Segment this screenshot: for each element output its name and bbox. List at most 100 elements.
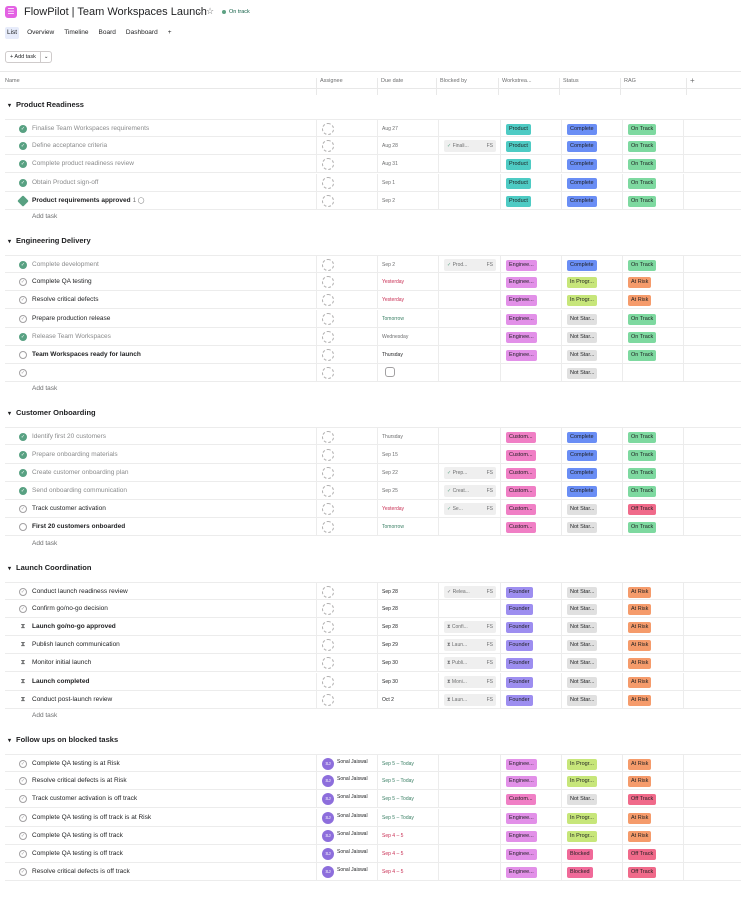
column-header-status[interactable]: Status	[563, 78, 579, 84]
table-row[interactable]: ✓ Complete development Sep 2 ✓ Prod... FS Eng…	[5, 255, 741, 274]
status-tag[interactable]: In Progr...	[567, 812, 597, 824]
assignee-name[interactable]: Sonal Jaiswal	[337, 867, 368, 874]
table-row[interactable]: ⧗ Launch completed Sep 30 ⧗ Moni... FS Founde…	[5, 672, 741, 691]
blocked-by-chip[interactable]: ✓ Relea... FS	[444, 585, 496, 598]
table-row[interactable]: ✓ Confirm go/no-go decision Sep 28 Founder N…	[5, 599, 741, 618]
status-tag[interactable]: Not Star...	[567, 658, 598, 670]
task-name[interactable]: Resolve critical defects is off track	[32, 868, 130, 876]
due-date[interactable]: Sep 5 – Today	[382, 778, 414, 785]
completed-check-icon[interactable]: ✓	[19, 468, 27, 477]
due-date[interactable]: Sep 28	[382, 588, 398, 595]
table-row[interactable]: First 20 customers onboarded Tomorrow Cust…	[5, 518, 741, 537]
rag-tag[interactable]: At Risk	[628, 812, 652, 824]
table-row[interactable]: ✓ Define acceptance criteria Aug 28 ✓ Final…	[5, 137, 741, 156]
task-name[interactable]: Product requirements approved	[32, 196, 131, 204]
blocked-by-chip[interactable]: ✓ Se... FS	[444, 503, 496, 516]
due-date[interactable]: Sep 2	[382, 262, 396, 268]
check-circle-icon[interactable]: ✓	[19, 868, 27, 877]
workstream-tag[interactable]: Product	[506, 124, 531, 135]
completed-check-icon[interactable]: ✓	[19, 332, 27, 341]
avatar-placeholder-icon[interactable]	[322, 330, 334, 343]
avatar-placeholder-icon[interactable]	[322, 503, 334, 516]
avatar[interactable]: SJ	[322, 775, 334, 788]
blocked-by-chip[interactable]: ✓ Creat... FS	[444, 485, 496, 497]
tab-timeline[interactable]: Timeline	[64, 29, 89, 36]
avatar-placeholder-icon[interactable]	[322, 521, 334, 534]
assignee-name[interactable]: Sonal Jaiswal	[337, 849, 368, 855]
hourglass-icon[interactable]: ⧗	[20, 659, 26, 667]
table-row[interactable]: ✓ Track customer activation is off track S…	[5, 790, 741, 809]
status-tag[interactable]: Not Star...	[567, 586, 598, 598]
table-row[interactable]: ✓ Identify first 20 customers Thursday Cust…	[5, 427, 741, 447]
due-date[interactable]: Sep 15	[382, 451, 398, 458]
due-date[interactable]: Yesterday	[382, 297, 405, 304]
avatar[interactable]: SJ	[322, 866, 334, 879]
blocked-by-chip[interactable]: ⧗ Confi... FS	[444, 621, 496, 633]
workstream-tag[interactable]: Custom...	[506, 449, 536, 461]
rag-tag[interactable]: At Risk	[628, 676, 652, 688]
status-tag[interactable]: Not Star...	[567, 622, 598, 633]
workstream-tag[interactable]: Founder	[506, 658, 533, 670]
table-row[interactable]: ✓ Complete product readiness review Aug 31…	[5, 155, 741, 174]
section-header[interactable]: ▾ Launch Coordination	[8, 563, 91, 572]
due-date[interactable]: Oct 2	[382, 696, 394, 703]
project-title[interactable]: FlowPilot | Team Workspaces Launch	[24, 6, 207, 18]
status-tag[interactable]: Complete	[567, 159, 597, 171]
due-date[interactable]: Sep 28	[382, 605, 398, 612]
task-name[interactable]: Send onboarding communication	[32, 487, 128, 494]
column-divider[interactable]	[686, 78, 687, 95]
workstream-tag[interactable]: Custom...	[506, 486, 536, 497]
completed-check-icon[interactable]: ✓	[19, 178, 27, 187]
add-task-row[interactable]: Add task	[32, 539, 58, 547]
caret-down-icon[interactable]: ▾	[8, 239, 12, 245]
column-header-assignee[interactable]: Assignee	[320, 78, 343, 84]
check-circle-icon[interactable]: ✓	[19, 760, 27, 768]
column-divider[interactable]	[559, 78, 560, 95]
blocked-by-chip[interactable]: ✓ Prep... FS	[444, 466, 496, 479]
due-date[interactable]: Sep 28	[382, 624, 398, 630]
chevron-down-icon[interactable]: ⌄	[196, 7, 203, 16]
task-name[interactable]: Complete QA testing is off track	[32, 850, 123, 857]
comment-count[interactable]: 1 ◯	[132, 197, 145, 204]
check-circle-icon[interactable]: ✓	[19, 813, 27, 822]
rag-tag[interactable]: On Track	[628, 350, 657, 361]
avatar-placeholder-icon[interactable]	[322, 621, 334, 633]
avatar-placeholder-icon[interactable]	[322, 693, 334, 706]
task-name[interactable]: Identify first 20 customers	[32, 433, 107, 441]
completed-check-icon[interactable]: ✓	[19, 160, 27, 169]
due-date[interactable]: Tomorrow	[382, 524, 404, 531]
avatar-placeholder-icon[interactable]	[322, 176, 334, 189]
status-tag[interactable]: Not Star...	[567, 794, 598, 806]
rag-tag[interactable]: On Track	[628, 331, 657, 343]
status-tag[interactable]: Not Star...	[567, 640, 598, 652]
check-circle-icon[interactable]: ✓	[19, 505, 27, 514]
workstream-tag[interactable]: Enginee...	[506, 260, 537, 271]
completed-check-icon[interactable]: ✓	[19, 125, 27, 133]
task-name[interactable]: Team Workspaces ready for launch	[32, 351, 141, 358]
workstream-tag[interactable]: Product	[506, 177, 531, 189]
avatar-placeholder-icon[interactable]	[322, 466, 334, 479]
add-task-row[interactable]: Add task	[32, 213, 58, 220]
tab-board[interactable]: Board	[98, 29, 116, 36]
status-tag[interactable]: Complete	[567, 467, 597, 479]
check-circle-icon[interactable]: ✓	[19, 795, 27, 804]
task-name[interactable]: Release Team Workspaces	[32, 332, 111, 340]
add-tab-button[interactable]: +	[167, 29, 172, 36]
avatar-placeholder-icon[interactable]	[322, 349, 334, 361]
assignee-name[interactable]: Sonal Jaiswal	[337, 830, 368, 837]
task-name[interactable]: Launch go/no-go approved	[32, 623, 116, 630]
status-tag[interactable]: Complete	[567, 260, 597, 271]
rag-tag[interactable]: At Risk	[628, 277, 652, 289]
task-name[interactable]: Track customer activation	[32, 505, 106, 513]
task-name[interactable]: Create customer onboarding plan	[32, 468, 129, 476]
check-circle-icon[interactable]: ✓	[19, 296, 27, 305]
rag-tag[interactable]: On Track	[628, 159, 657, 171]
status-badge[interactable]: On track	[222, 9, 250, 15]
task-name[interactable]: Finalise Team Workspaces requirements	[32, 125, 150, 132]
milestone-icon[interactable]	[19, 351, 27, 359]
section-header[interactable]: ▾ Follow ups on blocked tasks	[8, 735, 118, 744]
avatar-placeholder-icon[interactable]	[322, 259, 334, 271]
workstream-tag[interactable]: Founder	[506, 586, 533, 598]
table-row[interactable]: Product requirements approved 1 ◯ Sep 2 Pro…	[5, 191, 741, 210]
rag-tag[interactable]: At Risk	[628, 694, 652, 706]
